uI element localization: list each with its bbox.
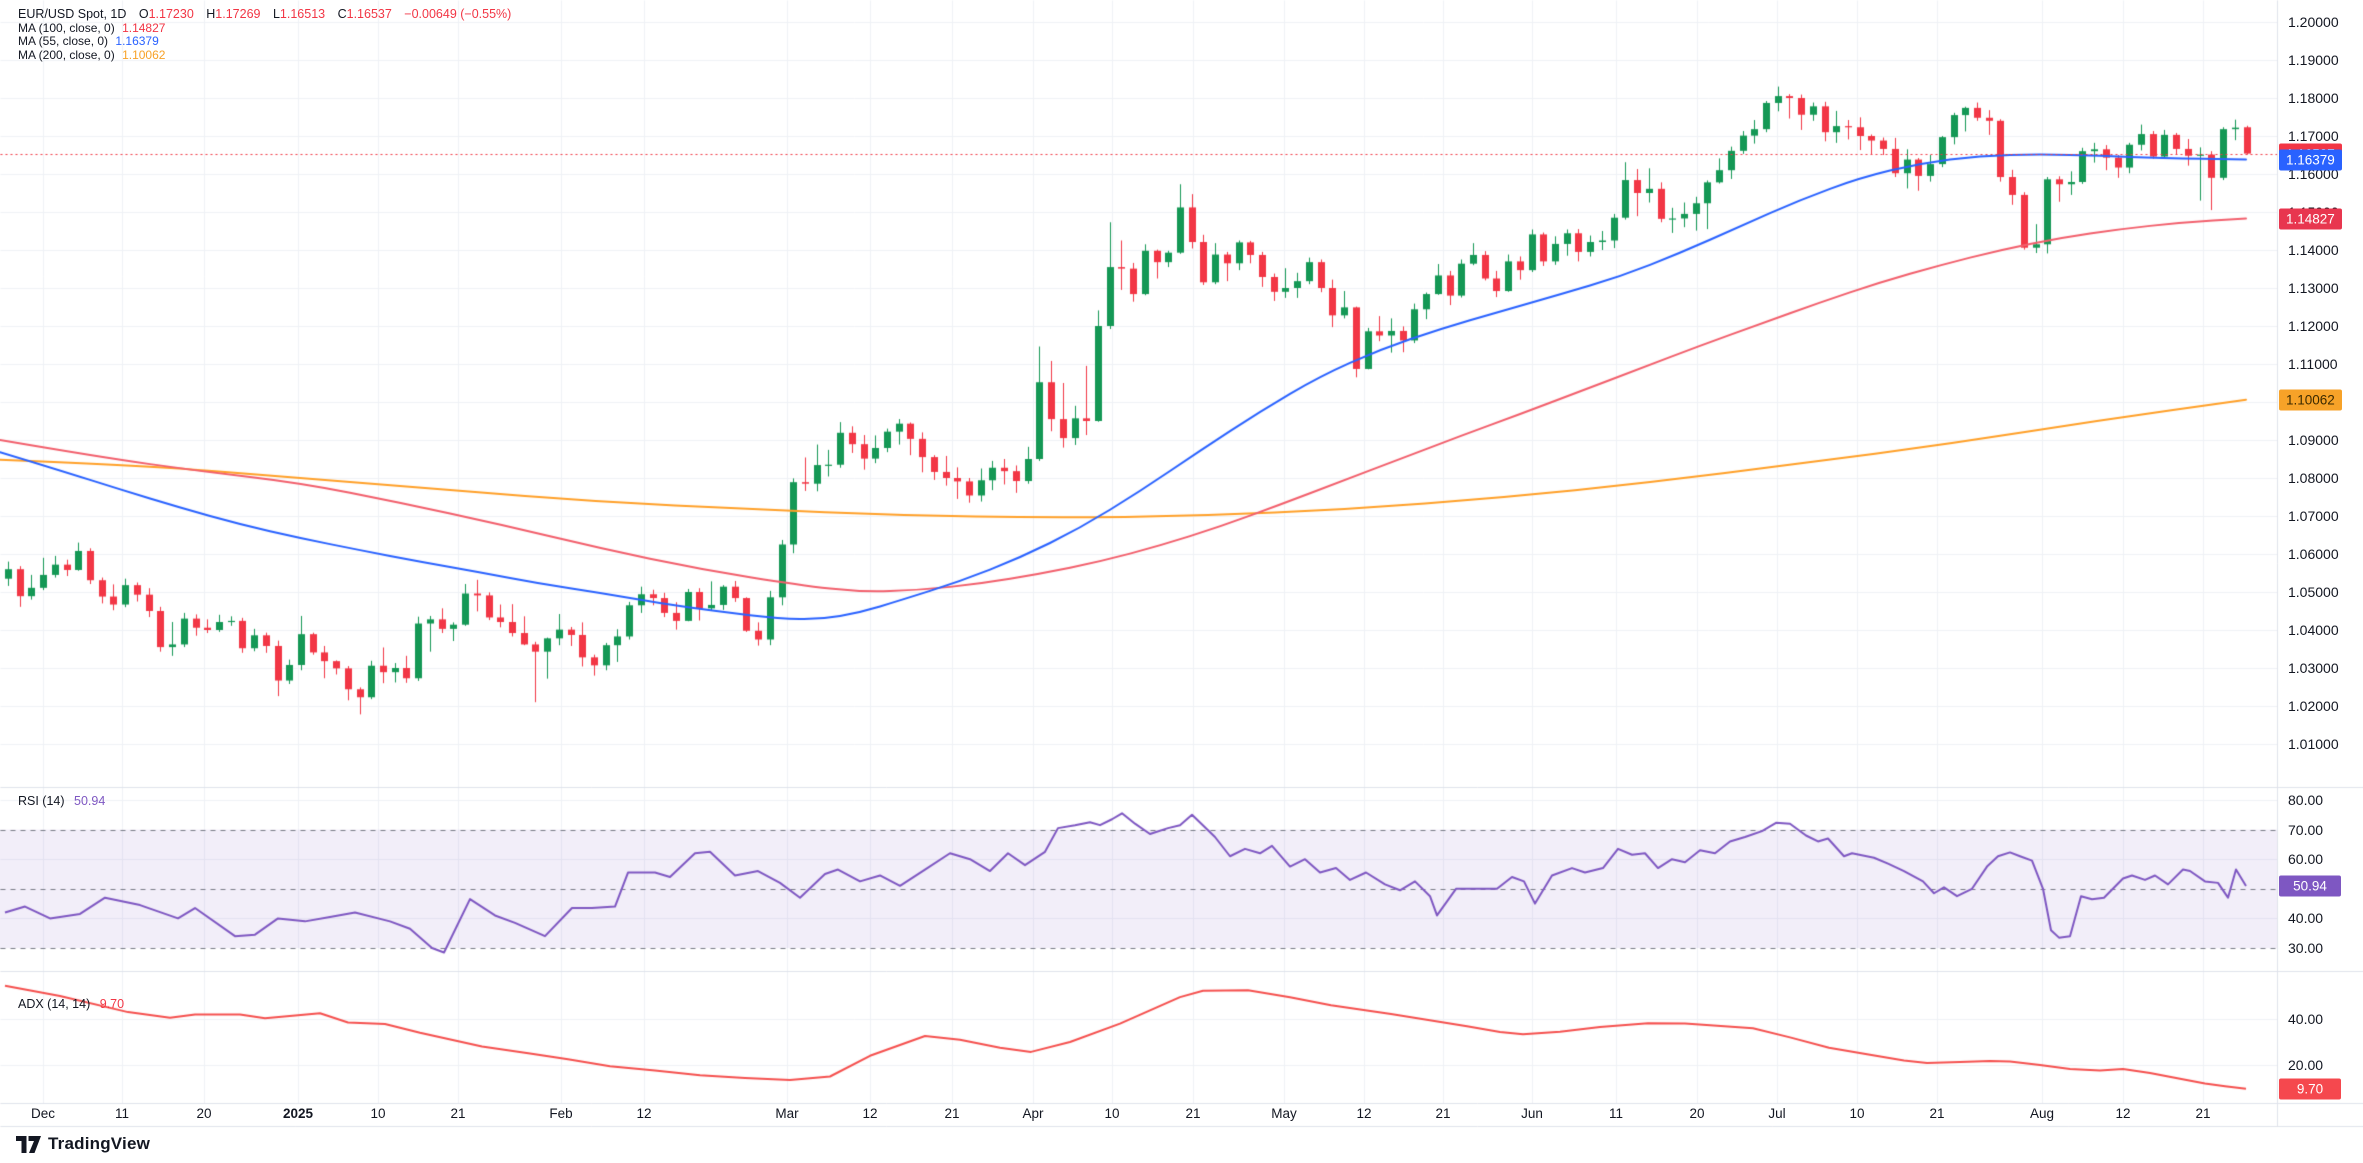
price-axis-label: 1.04000 [2288,622,2339,638]
rsi-value: 50.94 [74,794,106,808]
price-axis-label: 1.01000 [2288,736,2339,752]
high-label: H [206,7,216,21]
time-axis-tick: 12 [1356,1106,1372,1121]
open-value: 1.17230 [148,7,194,21]
rsi-axis-label: 30.00 [2288,940,2324,956]
tradingview-logo-icon[interactable] [16,1135,41,1153]
time-axis-tick: 21 [2195,1106,2211,1121]
time-axis-tick: Apr [1022,1106,1044,1121]
rsi-axis-label: 80.00 [2288,792,2324,808]
close-label: C [337,7,347,21]
price-badge: 1.16379 [2279,149,2342,171]
time-axis-tick: Jul [1768,1106,1786,1121]
open-label: O [138,7,149,21]
symbol-title[interactable]: EUR/USD Spot, 1D [18,7,127,21]
time-axis-tick: Jun [1521,1106,1543,1121]
time-axis-tick: 10 [1104,1106,1120,1121]
time-axis-tick: 20 [196,1106,212,1121]
time-axis-tick: 11 [114,1106,130,1121]
tradingview-brand-text[interactable]: TradingView [48,1134,151,1153]
rsi-axis-label: 40.00 [2288,910,2324,927]
ma55-value: 1.16379 [115,34,159,48]
price-axis-label: 1.07000 [2288,508,2339,524]
high-value: 1.17269 [215,7,261,21]
time-axis-tick: 12 [862,1106,878,1121]
footer: TradingView [16,1134,150,1154]
time-axis-tick: 10 [1849,1106,1865,1121]
low-label: L [272,7,280,21]
time-axis-tick: 2025 [282,1106,314,1121]
price-axis-label: 1.03000 [2288,660,2339,676]
time-axis-tick: 21 [944,1106,960,1121]
adx-value: 9.70 [99,997,125,1011]
ma100-legend-row[interactable]: MA (100, close, 0) 1.14827 [18,20,511,36]
time-axis-tick: 21 [450,1106,466,1121]
price-axis-label: 1.14000 [2288,242,2339,258]
time-axis-tick: Aug [2029,1106,2055,1121]
change-value: −0.00649 (−0.55%) [404,7,512,21]
price-axis-label: 1.19000 [2288,52,2339,68]
time-axis-tick: Mar [775,1106,799,1121]
rsi-legend-row[interactable]: RSI (14) 50.94 [18,794,105,808]
price-axis-label: 1.06000 [2288,546,2339,562]
price-axis-label: 1.09000 [2288,432,2339,448]
time-axis-tick: 12 [2115,1106,2131,1121]
ma200-legend-row[interactable]: MA (200, close, 0) 1.10062 [18,47,511,63]
time-axis-tick: May [1271,1106,1297,1121]
price-axis-label: 1.02000 [2288,698,2339,714]
adx-badge: 9.70 [2279,1078,2341,1100]
symbol-row[interactable]: EUR/USD Spot, 1D O1.17230 H1.17269 L1.16… [18,7,512,22]
ma55-label: MA (55, close, 0) [18,34,109,48]
adx-label: ADX (14, 14) [18,997,91,1011]
ma200-value: 1.10062 [122,47,166,62]
ma200-label: MA (200, close, 0) [18,47,115,62]
price-axis-label: 1.12000 [2288,318,2339,334]
time-axis-tick: 10 [370,1106,386,1121]
price-axis-label: 1.18000 [2288,90,2339,106]
ma100-value: 1.14827 [122,20,166,35]
time-axis-tick: 21 [1435,1106,1451,1121]
time-axis-tick: Dec [30,1106,56,1121]
low-value: 1.16513 [279,7,326,21]
chart-legend: EUR/USD Spot, 1D O1.17230 H1.17269 L1.16… [18,7,512,63]
time-axis-tick: 12 [636,1106,652,1121]
rsi-label: RSI (14) [18,794,65,808]
ma55-legend-row[interactable]: MA (55, close, 0) 1.16379 [18,34,511,49]
time-axis-tick: 21 [1929,1106,1945,1121]
price-axis-label: 1.20000 [2288,14,2339,30]
ma100-label: MA (100, close, 0) [18,20,115,35]
rsi-axis-label: 70.00 [2288,821,2324,838]
adx-legend-row[interactable]: ADX (14, 14) 9.70 [18,997,124,1011]
price-axis-label: 1.08000 [2288,470,2339,486]
price-axis-label: 1.13000 [2288,280,2339,296]
price-axis-label: 1.11000 [2288,356,2338,372]
price-axis-label: 1.17000 [2288,128,2339,144]
price-axis-label: 1.05000 [2288,584,2339,600]
adx-axis-label: 40.00 [2288,1011,2324,1027]
rsi-badge: 50.94 [2279,875,2341,897]
time-axis-tick: 11 [1608,1106,1624,1121]
time-axis-tick: 20 [1689,1106,1705,1121]
close-value: 1.16537 [346,7,392,21]
rsi-axis-label: 60.00 [2288,851,2324,868]
price-badge: 1.14827 [2279,208,2342,230]
time-axis-tick: 21 [1185,1106,1201,1121]
price-badge: 1.10062 [2279,389,2342,411]
time-axis-tick: Feb [549,1106,573,1121]
adx-axis-label: 20.00 [2288,1057,2324,1073]
